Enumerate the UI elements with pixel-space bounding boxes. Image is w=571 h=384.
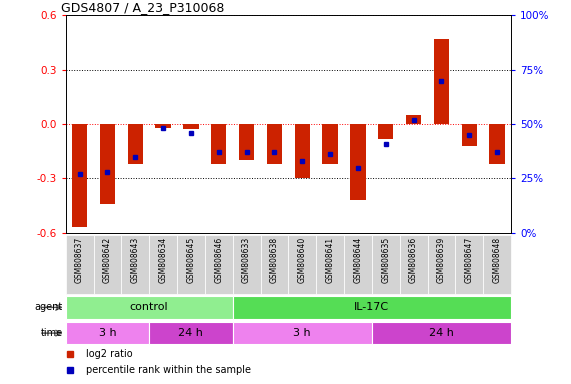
Bar: [149, 322, 233, 344]
Bar: [66, 296, 233, 319]
Text: GSM808644: GSM808644: [353, 237, 363, 283]
Text: GSM808640: GSM808640: [297, 237, 307, 283]
Bar: [122, 235, 149, 294]
Bar: [434, 39, 449, 124]
Text: GSM808638: GSM808638: [270, 237, 279, 283]
Text: 24 h: 24 h: [429, 328, 454, 338]
Bar: [344, 235, 372, 294]
Text: time: time: [41, 328, 63, 338]
Text: GSM808636: GSM808636: [409, 237, 418, 283]
Bar: [323, 124, 338, 164]
Bar: [239, 124, 254, 160]
Bar: [94, 235, 122, 294]
Bar: [267, 124, 282, 164]
Bar: [489, 124, 505, 164]
Bar: [66, 235, 94, 294]
Text: GSM808647: GSM808647: [465, 237, 474, 283]
Bar: [483, 235, 511, 294]
Text: GSM808642: GSM808642: [103, 237, 112, 283]
Text: control: control: [130, 302, 168, 313]
Text: 24 h: 24 h: [179, 328, 203, 338]
Text: 3 h: 3 h: [99, 328, 116, 338]
Bar: [260, 235, 288, 294]
Text: GSM808641: GSM808641: [325, 237, 335, 283]
Bar: [316, 235, 344, 294]
Bar: [461, 124, 477, 146]
Bar: [406, 115, 421, 124]
Bar: [456, 235, 483, 294]
Bar: [177, 235, 205, 294]
Text: log2 ratio: log2 ratio: [86, 349, 132, 359]
Text: GSM808637: GSM808637: [75, 237, 84, 283]
Bar: [72, 124, 87, 227]
Bar: [66, 322, 149, 344]
Bar: [372, 235, 400, 294]
Bar: [155, 124, 171, 127]
Text: IL-17C: IL-17C: [354, 302, 389, 313]
Text: GSM808639: GSM808639: [437, 237, 446, 283]
Bar: [183, 124, 199, 129]
Bar: [378, 124, 393, 139]
Bar: [205, 235, 233, 294]
Bar: [295, 124, 310, 179]
Bar: [149, 235, 177, 294]
Text: GSM808648: GSM808648: [493, 237, 502, 283]
Text: 3 h: 3 h: [293, 328, 311, 338]
Bar: [372, 322, 511, 344]
Bar: [428, 235, 456, 294]
Bar: [400, 235, 428, 294]
Text: GSM808633: GSM808633: [242, 237, 251, 283]
Text: GSM808643: GSM808643: [131, 237, 140, 283]
Bar: [211, 124, 227, 164]
Text: agent: agent: [35, 302, 63, 313]
Bar: [100, 124, 115, 204]
Text: GSM808634: GSM808634: [159, 237, 168, 283]
Bar: [233, 296, 511, 319]
Bar: [350, 124, 365, 200]
Text: GSM808635: GSM808635: [381, 237, 391, 283]
Text: GSM808646: GSM808646: [214, 237, 223, 283]
Bar: [127, 124, 143, 164]
Bar: [288, 235, 316, 294]
Bar: [233, 235, 260, 294]
Bar: [233, 322, 372, 344]
Text: GDS4807 / A_23_P310068: GDS4807 / A_23_P310068: [61, 1, 224, 14]
Text: GSM808645: GSM808645: [186, 237, 195, 283]
Text: percentile rank within the sample: percentile rank within the sample: [86, 365, 251, 376]
